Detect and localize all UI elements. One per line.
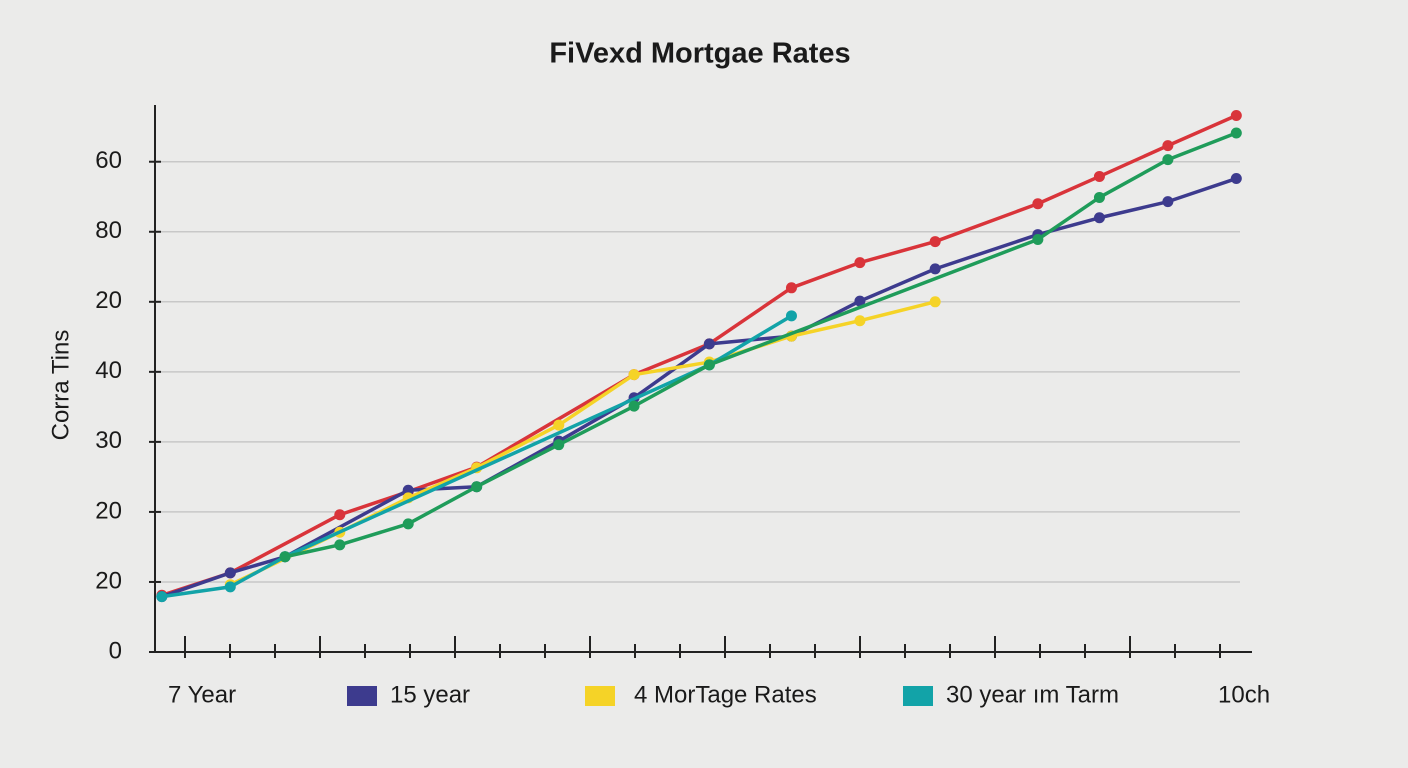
- y-tick-label: 20: [95, 287, 122, 314]
- data-point: [785, 282, 797, 294]
- data-point: [156, 591, 168, 603]
- y-tick-label: 20: [95, 567, 122, 594]
- data-point: [854, 315, 866, 327]
- legend-label: 7 Year: [168, 681, 236, 708]
- data-point: [628, 400, 640, 412]
- data-point: [1230, 110, 1242, 122]
- data-point: [553, 419, 565, 431]
- data-point: [929, 263, 941, 275]
- data-point: [1032, 233, 1044, 245]
- data-point: [471, 481, 483, 493]
- data-point: [785, 310, 797, 322]
- y-tick-label: 40: [95, 357, 122, 384]
- legend-swatch: [903, 686, 933, 706]
- data-point: [1032, 198, 1044, 210]
- series-line: [161, 113, 1238, 597]
- data-point: [1162, 196, 1174, 208]
- data-point: [334, 509, 346, 521]
- data-point: [402, 518, 414, 530]
- data-point: [1162, 154, 1174, 166]
- legend-label: 10ch: [1218, 681, 1270, 708]
- y-tick-label: 60: [95, 147, 122, 174]
- y-axis-title: Corra Tins: [47, 330, 74, 441]
- legend-label: 15 year: [390, 681, 470, 708]
- y-tick-label: 20: [95, 497, 122, 524]
- data-point: [854, 257, 866, 269]
- y-tick-label: 80: [95, 217, 122, 244]
- data-point: [628, 369, 640, 381]
- y-tick-label: 0: [109, 637, 122, 664]
- data-point: [703, 359, 715, 371]
- data-point: [703, 338, 715, 350]
- legend-swatch: [585, 686, 615, 706]
- data-point: [553, 439, 565, 451]
- legend-label: 30 year ım Tarm: [946, 681, 1119, 708]
- data-point: [929, 236, 941, 248]
- chart-title: FiVexd Mortgae Rates: [549, 38, 850, 70]
- data-point: [279, 551, 291, 563]
- data-point: [1230, 173, 1242, 185]
- legend-label: 4 MorTage Rates: [634, 681, 817, 708]
- data-point: [929, 296, 941, 308]
- y-tick-label: 30: [95, 427, 122, 454]
- data-point: [1093, 170, 1105, 182]
- data-point: [224, 567, 236, 579]
- data-point: [334, 539, 346, 551]
- legend-swatch: [347, 686, 377, 706]
- data-point: [402, 484, 414, 496]
- data-point: [1230, 127, 1242, 139]
- data-point: [1162, 140, 1174, 152]
- data-point: [1093, 191, 1105, 203]
- data-point: [224, 581, 236, 593]
- data-point: [1093, 212, 1105, 224]
- data-point: [854, 295, 866, 307]
